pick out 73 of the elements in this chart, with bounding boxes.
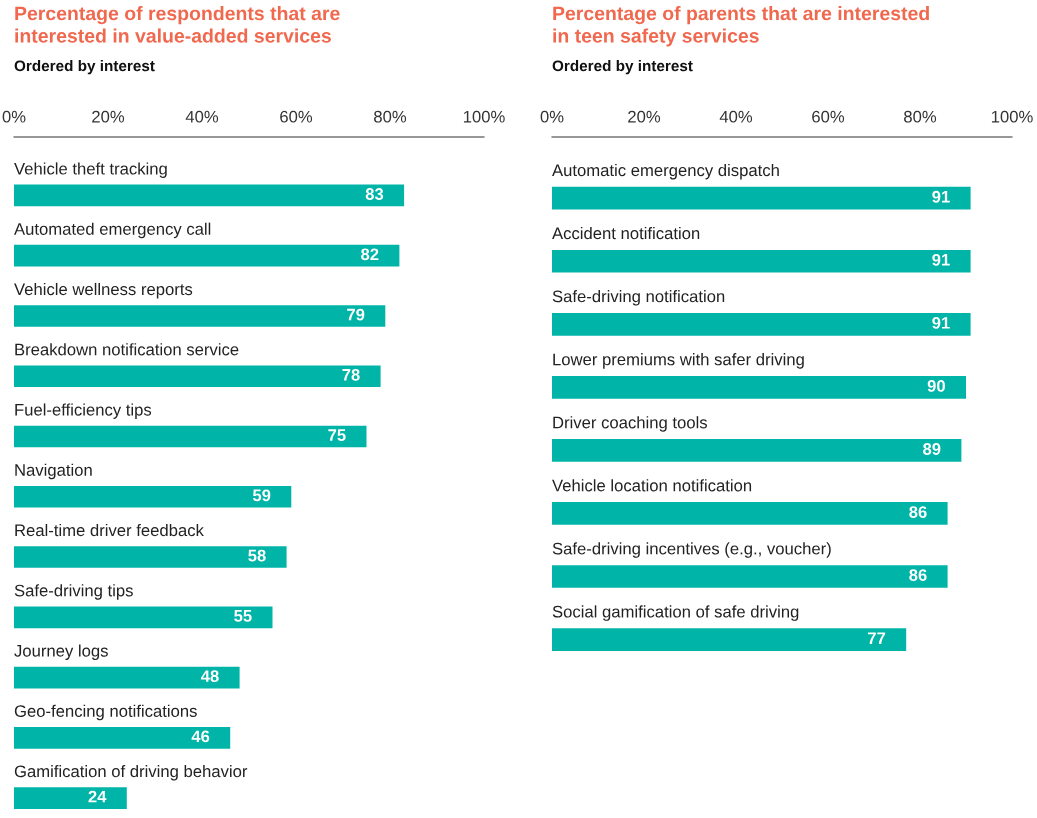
x-tick-label: 0%	[540, 110, 564, 123]
bar	[552, 565, 948, 588]
bar	[552, 186, 971, 210]
y-tick-label: Journey logs	[14, 644, 108, 660]
data-label: 24	[88, 790, 107, 803]
data-label: 77	[868, 632, 886, 644]
bar	[14, 606, 273, 629]
bar	[552, 502, 948, 525]
bar	[14, 184, 405, 207]
data-label: 48	[200, 670, 219, 683]
data-label: 90	[927, 380, 945, 392]
data-label: 75	[328, 429, 346, 441]
x-tick-label: 80%	[374, 110, 407, 123]
data-label: 78	[342, 368, 360, 381]
chart-subtitle: Ordered by interest	[552, 60, 693, 75]
x-tick-label: 40%	[185, 110, 219, 123]
y-tick-label: Automated emergency call	[14, 222, 211, 239]
x-tick-label: 100%	[991, 110, 1033, 123]
data-label: 91	[932, 316, 950, 329]
bar	[14, 726, 231, 749]
data-label: 79	[347, 308, 365, 321]
x-tick-label: 20%	[92, 110, 125, 123]
data-label: 91	[932, 253, 950, 266]
bar	[14, 305, 386, 327]
data-label: 82	[361, 248, 379, 261]
y-tick-label: Vehicle theft tracking	[14, 162, 167, 178]
bar	[552, 439, 962, 462]
x-tick-label: 100%	[463, 110, 505, 123]
y-tick-label: Vehicle location notification	[552, 479, 752, 492]
y-tick-label: Safe-driving tips	[14, 584, 133, 600]
y-tick-label: Safe-driving notification	[552, 290, 725, 306]
data-label: 46	[191, 730, 210, 743]
x-tick-label: 40%	[719, 110, 753, 123]
x-tick-label: 0%	[2, 110, 26, 123]
y-tick-label: Breakdown notification service	[15, 343, 239, 356]
bar	[14, 787, 127, 809]
bar	[14, 425, 367, 448]
bar	[14, 244, 400, 267]
y-tick-label: Lower premiums with safer driving	[553, 353, 804, 369]
x-tick-label: 60%	[812, 110, 845, 123]
y-tick-label: Automatic emergency dispatch	[552, 163, 779, 180]
bar	[14, 485, 292, 508]
y-tick-label: Real-time driver feedback	[15, 523, 204, 537]
y-tick-label: Geo-fencing notifications	[14, 704, 197, 721]
chart-title: Percentage of parents that are interested in teen safety services	[553, 6, 929, 47]
data-label: 91	[932, 190, 950, 203]
bar	[14, 666, 240, 689]
x-tick-label: 80%	[904, 110, 937, 123]
y-tick-label: Driver coaching tools	[553, 416, 708, 432]
y-tick-label: Vehicle wellness reports	[14, 282, 193, 299]
y-tick-label: Accident notification	[552, 226, 700, 240]
data-label: 59	[252, 489, 271, 502]
y-tick-label: Fuel-efficiency tips	[15, 403, 152, 419]
bar	[14, 546, 287, 568]
bar	[552, 312, 971, 336]
y-tick-label: Gamification of driving behavior	[14, 764, 248, 781]
bar	[14, 365, 381, 388]
x-tick-label: 20%	[628, 110, 661, 123]
data-label: 89	[923, 443, 941, 455]
bar	[552, 628, 907, 651]
bar	[552, 249, 971, 273]
y-tick-label: Navigation	[15, 463, 92, 480]
data-label: 86	[909, 506, 927, 518]
data-label: 55	[234, 610, 252, 622]
chart-subtitle: Ordered by interest	[14, 60, 155, 75]
y-tick-label: Social gamification of safe driving	[552, 605, 799, 621]
bar	[552, 375, 966, 399]
data-label: 86	[909, 569, 927, 581]
x-tick-label: 60%	[280, 110, 313, 123]
data-label: 58	[248, 549, 266, 562]
data-label: 83	[365, 188, 384, 200]
y-tick-label: Safe-driving incentives (e.g., voucher)	[552, 542, 831, 558]
chart-title: Percentage of respondents that are interested in value-added services	[15, 6, 340, 43]
